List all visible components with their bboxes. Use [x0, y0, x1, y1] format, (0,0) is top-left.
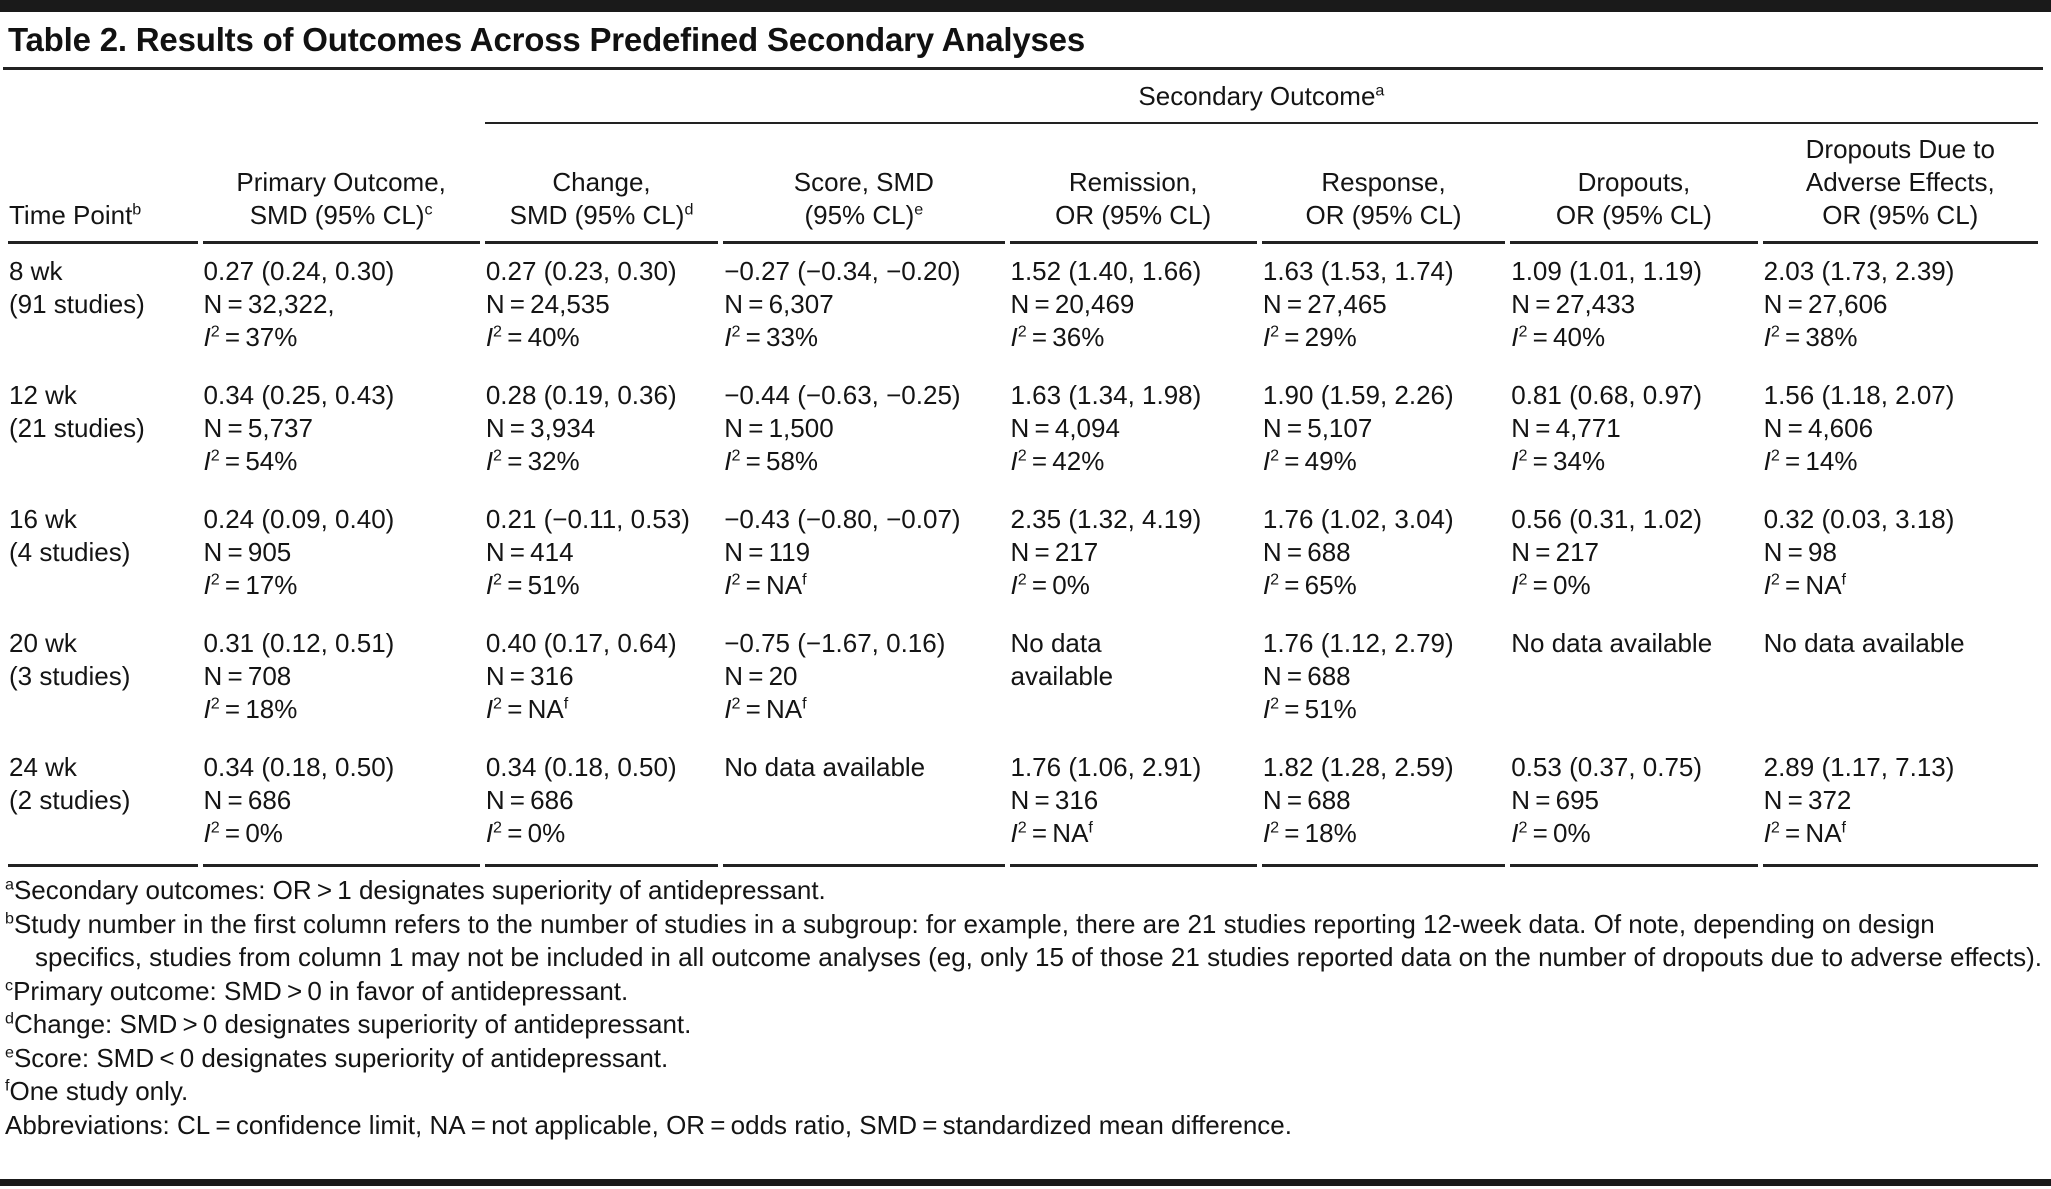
cell-change: 0.34 (0.18, 0.50) N = 686 I2 = 0% — [484, 740, 719, 867]
cell-primary-outcome: 0.34 (0.18, 0.50) N = 686 I2 = 0% — [202, 740, 480, 867]
cell-dropouts-ae: 1.56 (1.18, 2.07) N = 4,606 I2 = 14% — [1763, 380, 1955, 476]
column-header-remission: Remission, OR (95% CL) — [1009, 124, 1257, 244]
table-page: Table 2. Results of Outcomes Across Pred… — [0, 21, 2051, 1142]
cell-score: −0.44 (−0.63, −0.25) N = 1,500 I2 = 58% — [724, 380, 961, 476]
column-header-row: Time Pointb Primary Outcome, SMD (95% CL)c… — [8, 124, 2038, 244]
outcomes-table: Secondary Outcomea Time Pointb Primary Ou… — [3, 70, 2043, 867]
column-header-score: Score, SMD (95% CL)e — [723, 124, 1005, 244]
cell-dropouts-ae: No data available — [1763, 628, 1965, 658]
footnote-d: dChange: SMD > 0 designates superiority … — [5, 1009, 692, 1039]
column-header-time-point: Time Pointb — [8, 124, 198, 244]
title-divider — [3, 67, 2043, 70]
cell-dropouts-ae: 2.03 (1.73, 2.39) N = 27,606 I2 = 38% — [1763, 256, 1955, 352]
footnote-b: bStudy number in the first column refers… — [5, 908, 2043, 973]
cell-primary-outcome: 0.27 (0.24, 0.30) N = 32,322, I2 = 37% — [203, 256, 395, 352]
footnote-e: eScore: SMD < 0 designates superiority o… — [5, 1042, 669, 1073]
cell-dropouts: 0.81 (0.68, 0.97) N = 4,771 I2 = 34% — [1511, 380, 1703, 476]
table-row: 20 wk (3 studies) 0.31 (0.12, 0.51) N = 708… — [8, 616, 2038, 740]
cell-response: 1.76 (1.12, 2.79) N = 688 I2 = 51% — [1262, 628, 1454, 724]
cell-score: −0.27 (−0.34, −0.20) N = 6,307 I2 = 33% — [724, 256, 961, 352]
spanner-spacer — [8, 70, 480, 124]
table-row: 16 wk (4 studies) 0.24 (0.09, 0.40) N = 905… — [8, 492, 2038, 616]
cell-score: −0.75 (−1.67, 0.16) N = 20 I2 = NAf — [724, 628, 946, 724]
cell-primary-outcome: 0.34 (0.25, 0.43) N = 5,737 I2 = 54% — [203, 380, 395, 476]
table-title: Table 2. Results of Outcomes Across Pred… — [8, 21, 1085, 58]
table-row: 8 wk (91 studies) 0.27 (0.24, 0.30) N = 32,… — [8, 244, 2038, 368]
table-body: 8 wk (91 studies) 0.27 (0.24, 0.30) N = 32,… — [8, 244, 2038, 867]
cell-change: 0.21 (−0.11, 0.53) N = 414 I2 = 51% — [485, 504, 690, 600]
cell-remission: 1.63 (1.34, 1.98) N = 4,094 I2 = 42% — [1010, 380, 1202, 476]
cell-remission: 1.52 (1.40, 1.66) N = 20,469 I2 = 36% — [1010, 256, 1202, 352]
column-header-dropouts-ae: Dropouts Due to Adverse Effects, OR (95% C… — [1762, 124, 2038, 244]
cell-change: 0.40 (0.17, 0.64) N = 316 I2 = NAf — [485, 628, 677, 724]
column-header-dropouts: Dropouts, OR (95% CL) — [1510, 124, 1758, 244]
cell-score: No data available — [723, 740, 1005, 867]
footnote-abbreviations: Abbreviations: CL = confidence limit, NA… — [5, 1109, 1292, 1140]
footnote-f: fOne study only. — [5, 1076, 189, 1106]
top-rule — [0, 0, 2051, 12]
cell-dropouts: No data available — [1511, 628, 1713, 658]
cell-response: 1.63 (1.53, 1.74) N = 27,465 I2 = 29% — [1262, 256, 1454, 352]
secondary-outcome-spanner: Secondary Outcomea — [484, 70, 2038, 124]
footnote-a: aSecondary outcomes: OR > 1 designates s… — [5, 875, 826, 905]
table-row: 24 wk (2 studies) 0.34 (0.18, 0.50) N = 686… — [8, 740, 2038, 867]
footnote-c: cPrimary outcome: SMD > 0 in favor of an… — [5, 975, 629, 1006]
cell-change: 0.28 (0.19, 0.36) N = 3,934 I2 = 32% — [485, 380, 677, 476]
cell-change: 0.27 (0.23, 0.30) N = 24,535 I2 = 40% — [485, 256, 677, 352]
bottom-rule — [0, 1179, 2051, 1186]
cell-primary-outcome: 0.24 (0.09, 0.40) N = 905 I2 = 17% — [203, 504, 395, 600]
cell-dropouts: 0.56 (0.31, 1.02) N = 217 I2 = 0% — [1511, 504, 1703, 600]
cell-response: 1.90 (1.59, 2.26) N = 5,107 I2 = 49% — [1262, 380, 1454, 476]
cell-time-point: 16 wk (4 studies) — [9, 504, 131, 567]
column-header-primary-outcome: Primary Outcome, SMD (95% CL)c — [202, 124, 480, 244]
cell-remission: 1.76 (1.06, 2.91) N = 316 I2 = NAf — [1009, 740, 1257, 867]
cell-time-point: 12 wk (21 studies) — [9, 380, 145, 443]
cell-score: −0.43 (−0.80, −0.07) N = 119 I2 = NAf — [724, 504, 961, 600]
footnotes: aSecondary outcomes: OR > 1 designates s… — [3, 874, 2043, 1142]
cell-dropouts-ae: 2.89 (1.17, 7.13) N = 372 I2 = NAf — [1762, 740, 2038, 867]
column-header-response: Response, OR (95% CL) — [1261, 124, 1506, 244]
cell-time-point: 8 wk (91 studies) — [9, 256, 145, 319]
cell-remission: No data available — [1010, 628, 1114, 691]
cell-response: 1.76 (1.02, 3.04) N = 688 I2 = 65% — [1262, 504, 1454, 600]
spanner-row: Secondary Outcomea — [8, 70, 2038, 124]
column-header-change: Change, SMD (95% CL)d — [484, 124, 719, 244]
cell-dropouts: 0.53 (0.37, 0.75) N = 695 I2 = 0% — [1510, 740, 1758, 867]
cell-primary-outcome: 0.31 (0.12, 0.51) N = 708 I2 = 18% — [203, 628, 395, 724]
cell-dropouts-ae: 0.32 (0.03, 3.18) N = 98 I2 = NAf — [1763, 504, 1955, 600]
table-row: 12 wk (21 studies) 0.34 (0.25, 0.43) N = 5,… — [8, 368, 2038, 492]
cell-time-point: 20 wk (3 studies) — [9, 628, 131, 691]
cell-time-point: 24 wk (2 studies) — [8, 740, 198, 867]
cell-dropouts: 1.09 (1.01, 1.19) N = 27,433 I2 = 40% — [1511, 256, 1703, 352]
cell-remission: 2.35 (1.32, 4.19) N = 217 I2 = 0% — [1010, 504, 1202, 600]
cell-response: 1.82 (1.28, 2.59) N = 688 I2 = 18% — [1261, 740, 1506, 867]
